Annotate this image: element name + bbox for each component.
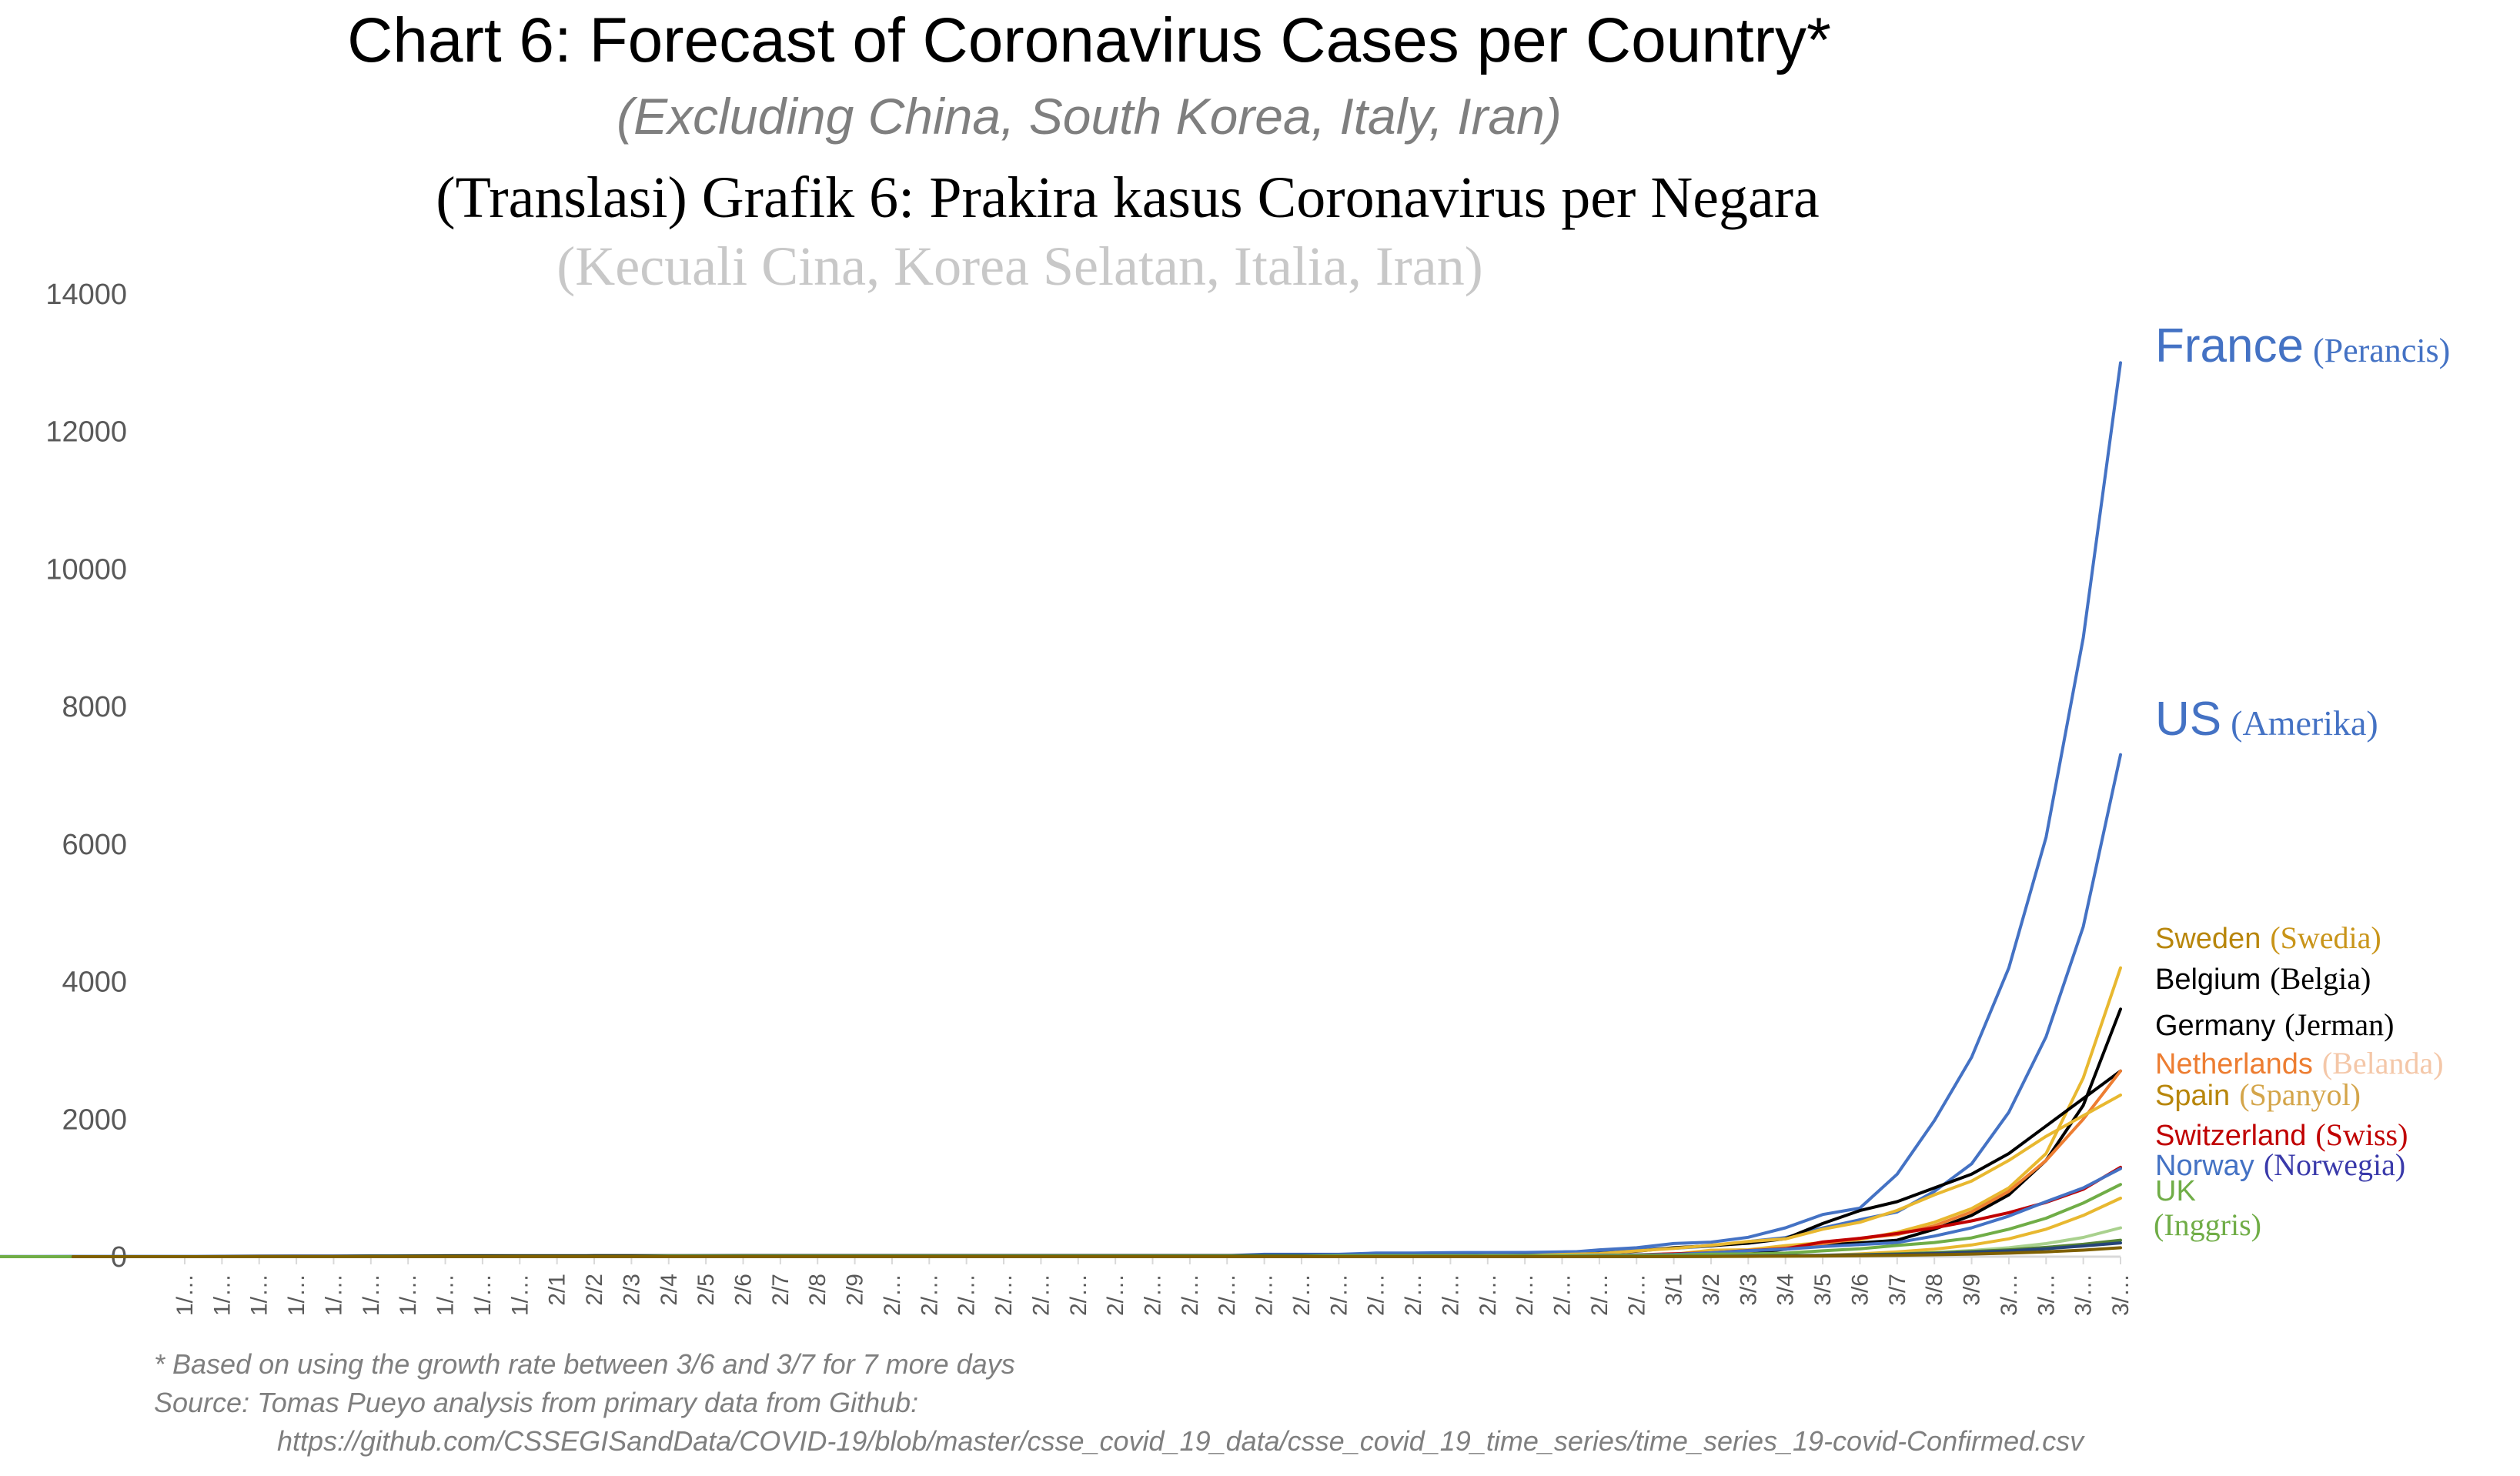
x-tick-label-19: 2/… [880, 1274, 905, 1316]
x-tick-label-37: 2/… [1550, 1274, 1576, 1316]
end-label-uk: UK [2155, 1175, 2196, 1207]
series-line-switzerland [34, 1165, 2122, 1258]
x-tick-label-46: 3/7 [1885, 1274, 1910, 1306]
end-label-translation-us: (Amerika) [2231, 703, 2378, 743]
x-tick-label-51: 3/… [2071, 1274, 2097, 1316]
source-text: Source: Tomas Pueyo analysis from primar… [154, 1387, 918, 1418]
end-label-france: France [2155, 319, 2304, 372]
x-tick-label-52: 3/… [2108, 1274, 2134, 1316]
x-tick-label-10: 2/1 [545, 1274, 570, 1306]
x-tick-label-15: 2/6 [730, 1274, 756, 1306]
x-tick-label-34: 2/… [1438, 1274, 1463, 1316]
x-tick-label-23: 2/… [1028, 1274, 1054, 1316]
x-tick-label-21: 2/… [954, 1274, 980, 1316]
x-tick-label-50: 3/… [2034, 1274, 2059, 1316]
series-line-us [0, 753, 2122, 1258]
x-tick-label-41: 3/2 [1699, 1274, 1724, 1306]
y-tick-label-3: 6000 [62, 829, 127, 861]
end-label-belgium: Belgium [2155, 963, 2261, 996]
x-tick-label-42: 3/3 [1736, 1274, 1761, 1306]
chart-subtitle-translation: (Kecuali Cina, Korea Selatan, Italia, Ir… [556, 235, 1482, 297]
x-tick-label-39: 2/… [1624, 1274, 1649, 1316]
end-label-us: US [2155, 693, 2221, 746]
y-tick-label-1: 2000 [62, 1104, 127, 1136]
x-tick-label-30: 2/… [1289, 1274, 1315, 1316]
end-label-netherlands: Netherlands [2155, 1048, 2313, 1080]
end-label-translation-uk: (Inggris) [2154, 1207, 2261, 1242]
x-tick-label-8: 1/… [470, 1274, 496, 1316]
series-line-unlabeled-14 [71, 1246, 2122, 1258]
x-tick-label-31: 2/… [1326, 1274, 1352, 1316]
x-tick-label-17: 2/8 [805, 1274, 831, 1306]
series-lines [0, 361, 2122, 1258]
x-tick-label-38: 2/… [1587, 1274, 1613, 1316]
x-tick-label-33: 2/… [1401, 1274, 1426, 1316]
chart-subtitle: (Excluding China, South Korea, Italy, Ir… [617, 88, 1562, 145]
x-tick-label-3: 1/… [284, 1274, 309, 1316]
x-tick-label-48: 3/9 [1960, 1274, 1985, 1306]
source-url: https://github.com/CSSEGISandData/COVID-… [277, 1425, 2085, 1457]
x-tick-label-20: 2/… [917, 1274, 942, 1316]
x-tick-label-26: 2/… [1141, 1274, 1166, 1316]
x-tick-label-9: 1/… [507, 1274, 533, 1316]
chart-title: Chart 6: Forecast of Coronavirus Cases p… [347, 5, 1831, 75]
x-tick-label-29: 2/… [1252, 1274, 1278, 1316]
x-tick-label-12: 2/3 [619, 1274, 644, 1306]
x-tick-label-35: 2/… [1476, 1274, 1501, 1316]
end-label-translation-germany: (Jerman) [2284, 1007, 2394, 1042]
x-tick-label-44: 3/5 [1810, 1274, 1836, 1306]
x-tick-label-2: 1/… [247, 1274, 272, 1316]
x-tick-label-7: 1/… [433, 1274, 459, 1316]
series-end-labels: France (Perancis) US (Amerika) Sweden (Swedia… [2154, 319, 2450, 1242]
footnote: * Based on using the growth rate between… [154, 1348, 1015, 1380]
x-tick-label-25: 2/… [1103, 1274, 1128, 1316]
x-tick-label-11: 2/2 [582, 1274, 607, 1306]
x-tick-label-13: 2/4 [657, 1274, 682, 1306]
x-tick-label-0: 1/… [172, 1274, 198, 1316]
end-label-switzerland: Switzerland [2155, 1120, 2306, 1152]
y-tick-label-5: 10000 [45, 553, 127, 586]
y-tick-label-2: 4000 [62, 967, 127, 999]
chart-title-translation: (Translasi) Grafik 6: Prakira kasus Coro… [436, 165, 1820, 230]
end-label-translation-france: (Perancis) [2313, 332, 2450, 369]
x-tick-label-22: 2/… [991, 1274, 1017, 1316]
x-tick-label-32: 2/… [1364, 1274, 1389, 1316]
x-tick-label-43: 3/4 [1773, 1274, 1799, 1306]
end-label-translation-sweden: (Swedia) [2270, 920, 2381, 955]
end-label-translation-switzerland: (Swiss) [2315, 1117, 2408, 1152]
x-tick-label-24: 2/… [1066, 1274, 1091, 1316]
end-label-sweden: Sweden [2155, 923, 2261, 955]
x-tick-label-5: 1/… [359, 1274, 384, 1316]
end-label-spain: Spain [2155, 1080, 2230, 1112]
y-tick-label-6: 12000 [45, 416, 127, 449]
series-line-germany [0, 1069, 2122, 1258]
x-tick-label-18: 2/9 [843, 1274, 868, 1306]
end-label-translation-belgium: (Belgia) [2270, 961, 2371, 996]
x-tick-label-6: 1/… [396, 1274, 421, 1316]
x-tick-label-28: 2/… [1215, 1274, 1240, 1316]
end-label-translation-netherlands: (Belanda) [2322, 1046, 2444, 1080]
series-line-spain [145, 1094, 2122, 1258]
end-label-translation-spain: (Spanyol) [2239, 1077, 2361, 1112]
x-tick-label-4: 1/… [321, 1274, 346, 1316]
y-tick-label-7: 14000 [45, 279, 127, 311]
end-label-translation-norway: (Norwegia) [2264, 1147, 2405, 1182]
series-line-sweden [0, 966, 2122, 1258]
series-line-france [71, 361, 2122, 1258]
x-tick-label-1: 1/… [209, 1274, 235, 1316]
x-tick-label-49: 3/… [1997, 1274, 2022, 1316]
x-tick-label-45: 3/6 [1847, 1274, 1873, 1306]
x-tick-label-36: 2/… [1512, 1274, 1538, 1316]
y-tick-label-4: 8000 [62, 691, 127, 723]
end-label-germany: Germany [2155, 1010, 2275, 1042]
x-tick-label-47: 3/8 [1922, 1274, 1947, 1306]
x-tick-label-16: 2/7 [768, 1274, 794, 1306]
x-tick-label-14: 2/5 [694, 1274, 719, 1306]
x-tick-label-40: 3/1 [1662, 1274, 1687, 1306]
end-label-norway: Norway [2155, 1150, 2254, 1182]
x-tick-label-27: 2/… [1178, 1274, 1203, 1316]
x-axis-ticks: 1/… 1/… 1/… 1/… 1/… 1/… 1/… 1/… 1/… 1/… 2/1 2/2 2/3 2… [172, 1257, 2134, 1316]
